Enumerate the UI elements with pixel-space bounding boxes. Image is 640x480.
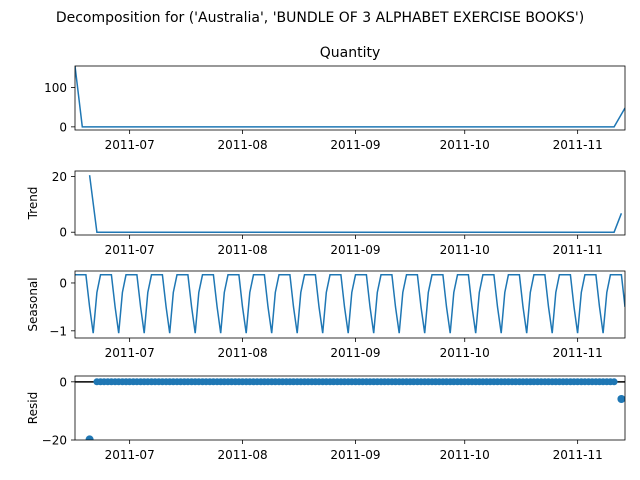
resid-point <box>617 395 625 403</box>
x-tick-label: 2011-09 <box>330 448 380 462</box>
y-tick-label: −20 <box>42 434 67 448</box>
y-tick-label: 0 <box>59 375 67 389</box>
x-tick-label: 2011-09 <box>330 346 380 360</box>
x-tick-label: 2011-10 <box>440 243 490 257</box>
y-axis-label: Seasonal <box>26 277 40 331</box>
panel-1: Quantity 0 100 2011-07 2011-08 2011-09 2011-10… <box>44 45 626 152</box>
panel-frame <box>74 375 626 441</box>
x-tick-label: 2011-08 <box>217 346 267 360</box>
y-tick-label: 100 <box>44 81 67 95</box>
plot-area <box>75 66 625 128</box>
x-tick-label: 2011-10 <box>440 138 490 152</box>
x-tick-label: 2011-07 <box>105 138 155 152</box>
panel-2: Trend 0 20 2011-07 2011-08 2011-09 2011-10 2011… <box>26 170 626 257</box>
x-tick-label: 2011-09 <box>330 243 380 257</box>
panel-frame <box>74 65 626 131</box>
x-tick-label: 2011-11 <box>553 346 603 360</box>
plot-area <box>88 175 623 233</box>
y-tick-label: 20 <box>52 170 67 184</box>
x-tick-label: 2011-07 <box>105 346 155 360</box>
panel-frame <box>74 170 626 236</box>
x-tick-label: 2011-07 <box>105 243 155 257</box>
y-tick-label: 0 <box>59 226 67 240</box>
panel-4: Resid 0 −20 2011-07 2011-08 2011-09 2011-10 201… <box>26 375 626 462</box>
plot-area <box>75 378 625 440</box>
figure-suptitle: Decomposition for ('Australia', 'BUNDLE … <box>56 10 584 26</box>
x-tick-label: 2011-08 <box>217 138 267 152</box>
x-tick-label: 2011-08 <box>217 243 267 257</box>
x-tick-label: 2011-11 <box>553 448 603 462</box>
panel-frame <box>74 270 626 339</box>
resid-point <box>85 435 94 440</box>
x-tick-label: 2011-10 <box>440 346 490 360</box>
x-tick-label: 2011-07 <box>105 448 155 462</box>
series-line <box>75 66 625 128</box>
panel-3: Seasonal 0 −1 2011-07 2011-08 2011-09 2011-10 2… <box>26 270 626 360</box>
x-tick-label: 2011-09 <box>330 138 380 152</box>
x-tick-label: 2011-11 <box>553 243 603 257</box>
y-tick-label: 0 <box>59 276 67 290</box>
seasonal-line <box>75 274 625 334</box>
y-axis-label: Trend <box>26 187 40 221</box>
panel-title: Quantity <box>320 45 381 61</box>
x-tick-label: 2011-08 <box>217 448 267 462</box>
y-tick-label: −1 <box>49 324 67 338</box>
x-tick-label: 2011-10 <box>440 448 490 462</box>
resid-point <box>610 378 618 386</box>
y-tick-label: 0 <box>59 120 67 134</box>
x-tick-label: 2011-11 <box>553 138 603 152</box>
y-axis-label: Resid <box>26 392 40 424</box>
plot-area <box>75 274 625 334</box>
series-line <box>88 175 623 233</box>
